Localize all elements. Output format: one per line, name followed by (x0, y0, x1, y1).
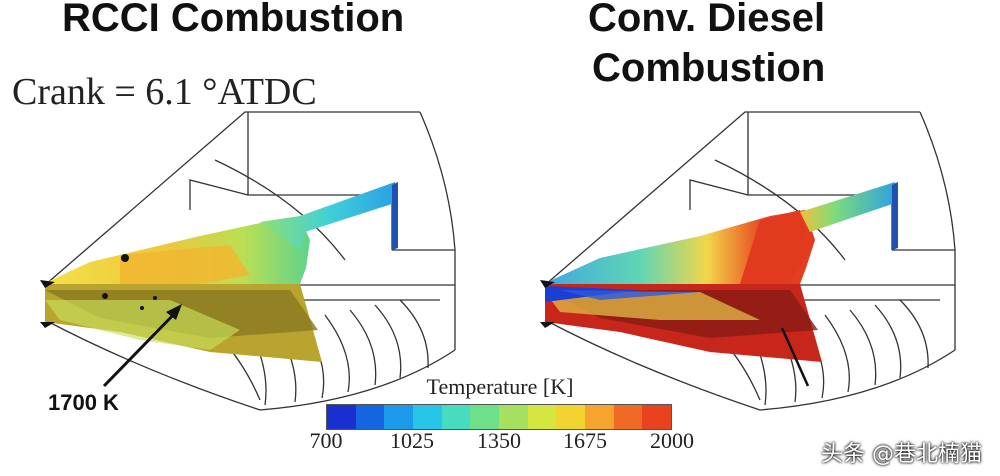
colorbar-tick: 700 (309, 428, 343, 453)
colorbar-segment (642, 405, 672, 429)
rcci-title: RCCI Combustion (62, 0, 405, 40)
colorbar-segment (527, 405, 557, 429)
diesel-title-line1: Conv. Diesel (588, 0, 826, 40)
colorbar-segment (585, 405, 614, 429)
colorbar-title: Temperature [K] (426, 374, 574, 399)
watermark: 头条 @巷北楠猫 (821, 442, 982, 467)
colorbar-tick: 1350 (477, 428, 521, 453)
temperature-annotation: 1700 K (48, 390, 119, 415)
colorbar-segment (470, 405, 500, 429)
colorbar-segment (355, 405, 385, 429)
annotation-arrow (102, 304, 182, 388)
colorbar-tick: 1675 (563, 428, 607, 453)
colorbar-segment (384, 405, 414, 429)
diesel-title-line2: Combustion (592, 46, 826, 90)
colorbar (326, 404, 672, 430)
colorbar-segment (413, 405, 442, 429)
crank-angle-label: Crank = 6.1 °ATDC (12, 71, 317, 113)
colorbar-tick: 2000 (650, 428, 694, 453)
colorbar-segment (613, 405, 643, 429)
colorbar-segment (499, 405, 528, 429)
colorbar-segment (441, 405, 471, 429)
rcci-domain (40, 111, 456, 411)
colorbar-segment (556, 405, 586, 429)
diesel-domain (540, 111, 956, 411)
colorbar-tick: 1025 (390, 428, 434, 453)
colorbar-segment (327, 405, 356, 429)
